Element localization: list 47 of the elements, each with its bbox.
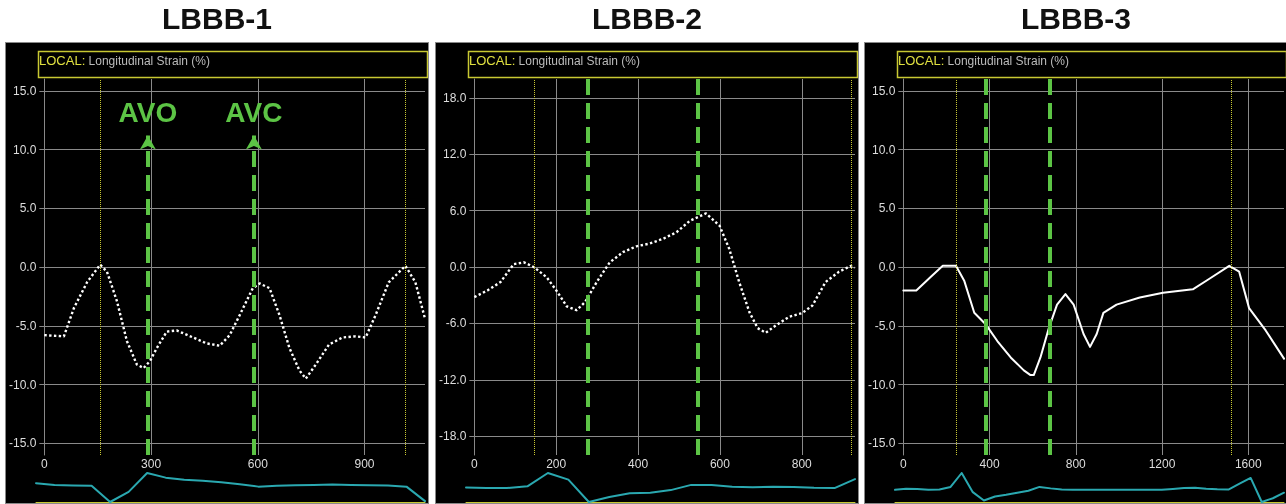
y-tick-label: 10.0 [12, 142, 37, 157]
x-tick-label: 1200 [1148, 457, 1176, 471]
x-tick-label: 0 [900, 457, 908, 471]
text: LOCAL: [898, 53, 945, 68]
x-tick-label: 800 [791, 457, 813, 471]
x-tick-label: 0 [471, 457, 479, 471]
y-tick-label: 0.0 [449, 260, 467, 274]
y-tick-label: 10.0 [871, 142, 896, 157]
y-tick-label: 0.0 [878, 260, 896, 274]
y-tick-label: 5.0 [19, 201, 37, 216]
x-tick-label: 800 [1065, 457, 1087, 471]
x-tick-label: 600 [247, 457, 269, 471]
y-tick-label: -18.0 [438, 429, 467, 444]
text: LOCAL: [469, 53, 516, 68]
y-tick-label: 15.0 [871, 83, 896, 98]
line-series [473, 212, 856, 334]
y-tick-label: 18.0 [442, 90, 467, 105]
y-tick-label: -10.0 [8, 377, 37, 392]
y-tick-label: -6.0 [445, 316, 467, 331]
y-tick-label: -5.0 [15, 318, 37, 333]
text: LOCAL: [39, 53, 86, 68]
y-tick-label: 15.0 [12, 83, 37, 98]
x-tick-label: 0 [41, 457, 49, 471]
chart-title: LBBB-2 [591, 2, 703, 36]
x-tick-label: 1600 [1234, 457, 1262, 471]
x-tick-label: 900 [354, 457, 375, 471]
y-tick-label: 6.0 [449, 203, 467, 218]
y-tick-label: 5.0 [878, 201, 896, 216]
y-tick-label: 0.0 [19, 260, 37, 274]
y-tick-label: -12.0 [438, 372, 467, 387]
y-tick-label: -5.0 [874, 318, 896, 333]
x-tick-label: 400 [628, 457, 649, 471]
line-series [902, 264, 1285, 377]
x-tick-label: 200 [546, 457, 567, 471]
y-axis-title: Longitudinal Strain (%) [947, 53, 1069, 68]
y-tick-label: 12.0 [442, 147, 467, 162]
y-axis-title: Longitudinal Strain (%) [518, 53, 640, 68]
chart-title: LBBB-1 [161, 2, 273, 36]
y-axis-title: Longitudinal Strain (%) [88, 53, 210, 68]
y-tick-label: -15.0 [8, 436, 37, 451]
x-tick-label: 600 [709, 457, 731, 471]
y-tick-label: -15.0 [867, 436, 896, 451]
chart-title: LBBB-3 [1020, 2, 1132, 36]
x-tick-label: 400 [979, 457, 1000, 471]
y-tick-label: -10.0 [867, 377, 896, 392]
line-series [43, 263, 427, 380]
x-tick-label: 300 [141, 457, 162, 471]
